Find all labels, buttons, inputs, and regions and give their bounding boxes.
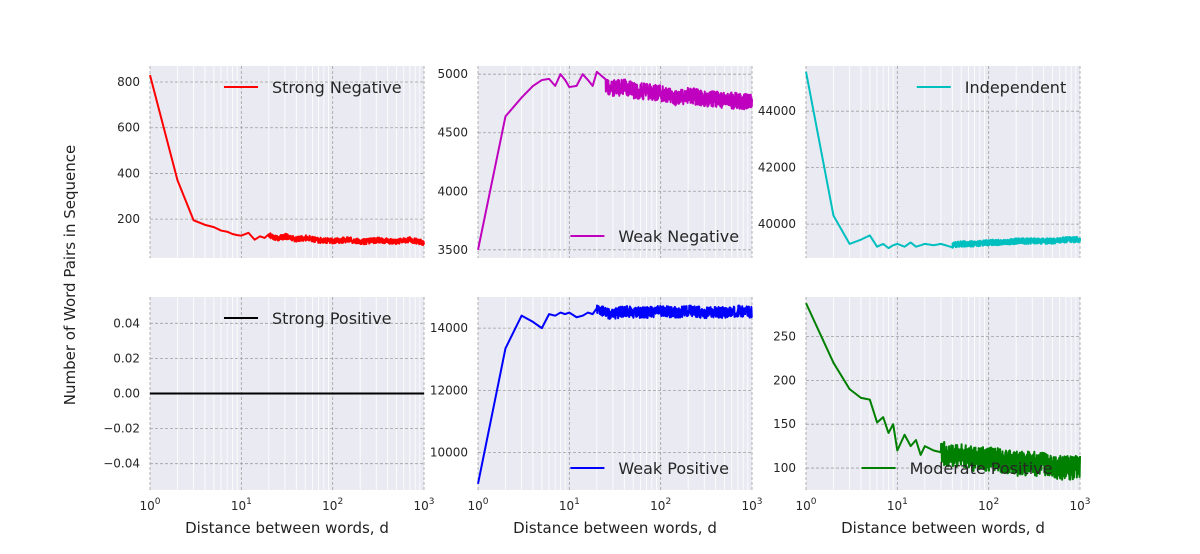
- y-tick-label: 4000: [437, 184, 468, 198]
- legend-label: Strong Negative: [272, 78, 402, 97]
- x-axis-label: Distance between words, d: [513, 519, 717, 537]
- y-tick-label: 42000: [758, 161, 796, 175]
- plot-area: [806, 66, 1080, 258]
- y-tick-label: 44000: [758, 104, 796, 118]
- plot-area: [150, 66, 424, 258]
- x-tick-label: 101: [887, 497, 908, 513]
- y-tick-label: −0.02: [103, 422, 140, 436]
- legend-label: Strong Positive: [272, 309, 392, 328]
- y-tick-label: −0.04: [103, 457, 140, 471]
- legend-label: Weak Negative: [618, 227, 739, 246]
- x-axis-label: Distance between words, d: [185, 519, 389, 537]
- figure-y-axis-label: Number of Word Pairs in Sequence: [61, 144, 79, 406]
- y-tick-label: 600: [117, 121, 140, 135]
- y-tick-label: 400: [117, 166, 140, 180]
- y-tick-label: 4500: [437, 126, 468, 140]
- series-line: [805, 302, 1081, 481]
- y-tick-label: 0.02: [113, 351, 140, 365]
- x-axis-label: Distance between words, d: [841, 519, 1045, 537]
- subplot-5: 10000 12000 14000 Weak Positive 100 101 102 103…: [430, 297, 763, 537]
- subplot-1: 200 400 600 800 Strong Negative: [117, 66, 425, 258]
- y-tick-label: 250: [773, 329, 796, 343]
- subplot-2: 3500 4000 4500 5000 Weak Negative: [437, 66, 753, 258]
- subplot-4: −0.04 −0.02 0.00 0.02 0.04 Strong Positive 100…: [103, 297, 435, 537]
- x-tick-label: 102: [978, 497, 999, 513]
- y-tick-label: 12000: [430, 383, 468, 397]
- x-tick-label: 100: [795, 497, 816, 513]
- y-tick-label: 0.04: [113, 316, 140, 330]
- y-tick-label: 150: [773, 417, 796, 431]
- x-tick-label: 103: [1069, 497, 1090, 513]
- y-tick-label: 14000: [430, 321, 468, 335]
- subplot-6: 100 150 200 250 Moderate Positive 100 101 102 10…: [773, 297, 1091, 537]
- legend-label: Weak Positive: [618, 459, 729, 478]
- subplot-3: 40000 42000 44000 Independent: [758, 66, 1081, 258]
- x-tick-label: 102: [322, 497, 343, 513]
- series-line: [477, 70, 753, 251]
- y-tick-label: 200: [773, 373, 796, 387]
- y-tick-label: 5000: [437, 67, 468, 81]
- series-line: [149, 74, 425, 246]
- series-line: [805, 71, 1081, 250]
- y-tick-label: 200: [117, 212, 140, 226]
- x-tick-label: 100: [467, 497, 488, 513]
- y-tick-label: 3500: [437, 243, 468, 257]
- x-tick-label: 101: [231, 497, 252, 513]
- x-tick-label: 101: [559, 497, 580, 513]
- x-tick-label: 100: [139, 497, 160, 513]
- x-tick-label: 103: [741, 497, 762, 513]
- legend-label: Independent: [965, 78, 1066, 97]
- series-line: [477, 304, 753, 484]
- y-tick-label: 100: [773, 461, 796, 475]
- y-tick-label: 0.00: [113, 387, 140, 401]
- plot-area: [478, 297, 752, 490]
- y-tick-label: 40000: [758, 217, 796, 231]
- legend-label: Moderate Positive: [910, 459, 1053, 478]
- y-tick-label: 10000: [430, 446, 468, 460]
- y-tick-label: 800: [117, 75, 140, 89]
- x-tick-label: 102: [650, 497, 671, 513]
- x-tick-label: 103: [413, 497, 434, 513]
